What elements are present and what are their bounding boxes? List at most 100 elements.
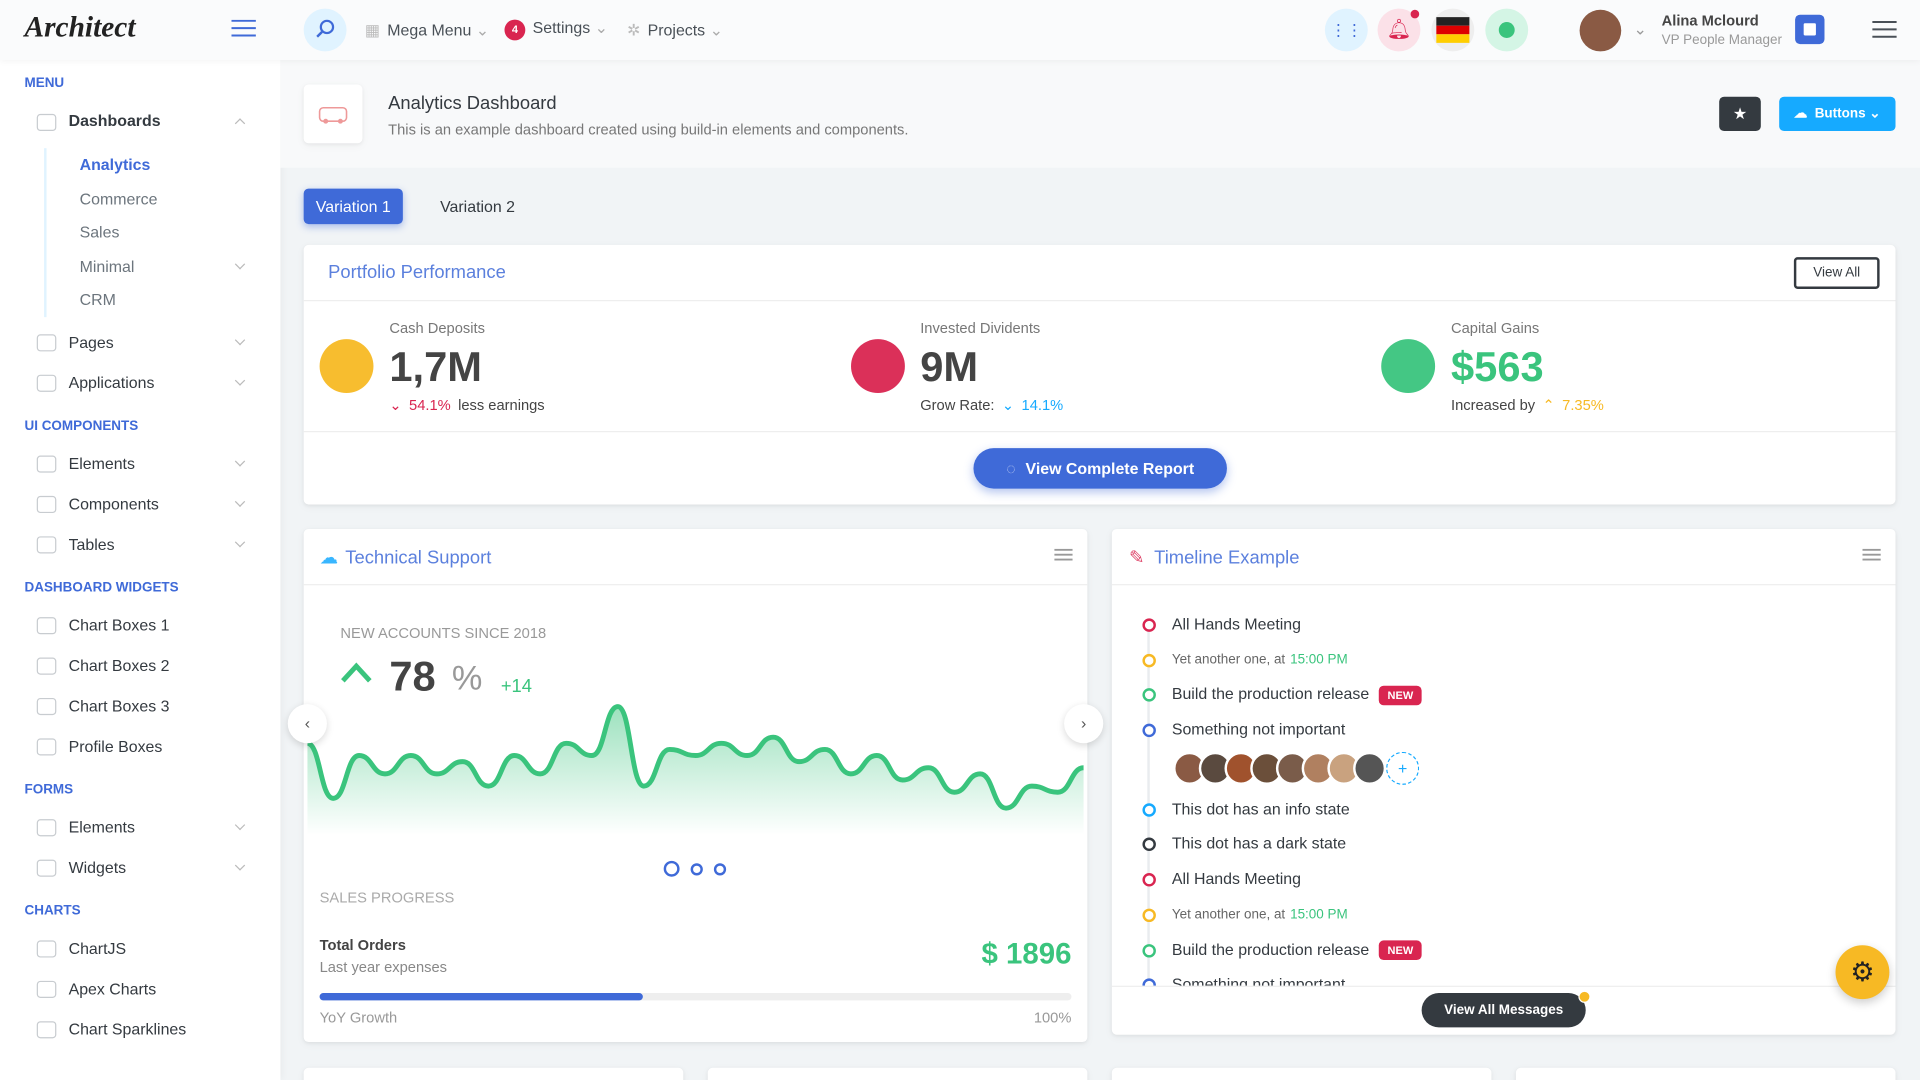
timeline-dot [1142, 838, 1156, 852]
nav-label: Chart Sparklines [68, 1019, 187, 1038]
nav-item[interactable]: Apex Charts [0, 968, 280, 1008]
notifications-button[interactable]: 🔔︎ [1377, 8, 1421, 52]
chevron [234, 375, 246, 386]
accounts-value: 78 [389, 653, 436, 701]
menu-toggle[interactable] [231, 19, 256, 37]
note: Grow Rate: [920, 396, 995, 414]
nav-subitem[interactable]: Sales [0, 216, 280, 250]
portfolio-card: Portfolio Performance View All Cash Depo… [303, 244, 1896, 505]
header-menu[interactable] [1872, 21, 1897, 38]
stat-value: $563 [1451, 344, 1544, 391]
nav-subitem[interactable]: Minimal [0, 249, 280, 283]
timeline-item: Something not important [1112, 713, 1896, 748]
nav-icon [36, 113, 57, 131]
nav-label: Chart Boxes 1 [68, 615, 170, 634]
nav-subitem[interactable]: Commerce [0, 182, 280, 216]
timeline-dot [1142, 873, 1156, 887]
nav-label: Elements [68, 453, 135, 473]
nav-heading: DASHBOARD WIDGETS [24, 579, 179, 595]
nav-item[interactable]: Chart Sparklines [0, 1008, 280, 1048]
carousel-dot[interactable] [690, 863, 703, 876]
timeline-text: All Hands Meeting [1171, 614, 1302, 634]
nav-item[interactable]: Profile Boxes [0, 726, 280, 766]
badge: 4 [504, 19, 526, 41]
nav-item[interactable]: Components [0, 483, 280, 523]
nav-item[interactable]: Tables [0, 523, 280, 563]
note: less earnings [458, 396, 545, 414]
logo[interactable]: Architect [24, 12, 136, 45]
buttons-dropdown[interactable]: ☁ Buttons ⌄ [1779, 96, 1896, 132]
tab[interactable]: Variation 2 [440, 197, 516, 216]
timeline-time: 15:00 PM [1290, 907, 1348, 922]
timeline-text: Yet another one, at [1171, 907, 1286, 922]
header: Architect ▦ Mega Menu ⌄ 4 Settings ⌄ ✲ Proj… [0, 0, 1920, 60]
nav-item[interactable]: Elements [0, 806, 280, 846]
section-title: SALES PROGRESS [319, 888, 455, 907]
tab[interactable]: Variation 1 [303, 188, 403, 225]
timeline-item: All Hands Meeting [1112, 607, 1896, 642]
calendar-button[interactable] [1795, 14, 1825, 45]
card-menu[interactable] [1054, 548, 1073, 564]
page-subtitle: This is an example dashboard created usi… [388, 121, 909, 139]
mega-menu[interactable]: ▦ Mega Menu ⌄ [364, 20, 490, 40]
language-button[interactable] [1431, 8, 1475, 52]
change: 14.1% [1021, 396, 1064, 414]
view-all-button[interactable]: View All [1793, 257, 1880, 289]
nav-item[interactable]: Chart Boxes 2 [0, 645, 280, 685]
stat-icon [850, 339, 905, 394]
nav-icon [36, 617, 57, 635]
nav-heading: MENU [24, 75, 65, 91]
stat-label: Capital Gains [1451, 319, 1540, 337]
nav-item[interactable]: Chart Boxes 3 [0, 685, 280, 725]
title-text: Timeline Example [1154, 547, 1300, 569]
settings-menu[interactable]: 4 Settings ⌄ [504, 18, 608, 41]
nav-item[interactable]: Pages [0, 321, 280, 361]
accounts-delta: +14 [500, 675, 532, 697]
nav-icon [36, 374, 57, 392]
carousel-prev[interactable]: ‹ [287, 704, 327, 744]
card-menu[interactable] [1862, 548, 1881, 564]
button-label: View Complete Report [1025, 459, 1195, 478]
nav-label: Applications [68, 372, 155, 392]
nav-item[interactable]: Elements [0, 443, 280, 483]
nav-label: Apex Charts [68, 978, 157, 998]
activity-button[interactable] [1485, 8, 1529, 52]
nav-icon [36, 455, 57, 473]
avatar [1353, 751, 1387, 785]
carousel-dot[interactable] [663, 860, 680, 877]
favorite-button[interactable]: ★ [1719, 96, 1761, 132]
timeline-dot [1142, 653, 1156, 667]
search-button[interactable] [303, 8, 347, 52]
theme-settings-button[interactable]: ⚙ [1835, 945, 1890, 1000]
user-avatar[interactable] [1579, 9, 1622, 52]
timeline-text: This dot has an info state [1171, 799, 1350, 818]
card-title: Portfolio Performance [328, 262, 506, 283]
view-messages-button[interactable]: View All Messages [1421, 993, 1586, 1028]
user-dropdown[interactable]: ⌄ [1633, 19, 1647, 38]
nav-label: Dashboards [68, 111, 161, 130]
apps-button[interactable]: ⋮⋮ [1324, 8, 1368, 52]
avatar-add[interactable]: + [1386, 751, 1420, 785]
nav-item[interactable]: ChartJS [0, 928, 280, 968]
stat-label: Cash Deposits [389, 319, 485, 337]
nav-item[interactable]: Chart Boxes 1 [0, 604, 280, 644]
report-button[interactable]: ◌ View Complete Report [973, 448, 1227, 489]
carousel-dot[interactable] [713, 863, 727, 876]
chevron [234, 334, 246, 346]
projects-menu[interactable]: ✲ Projects ⌄ [626, 20, 723, 40]
orders-amount: $ 1896 [981, 937, 1072, 972]
nav-subitem[interactable]: CRM [0, 283, 280, 317]
stat-value: 1,7M [389, 344, 482, 391]
carousel-next[interactable]: › [1064, 704, 1104, 744]
nav-item[interactable]: Applications [0, 362, 280, 402]
nav-label: Components [68, 494, 159, 513]
nav-label: Sales [79, 222, 120, 242]
nav-item[interactable]: Widgets [0, 847, 280, 887]
nav-subitem[interactable]: Analytics [0, 148, 280, 182]
nav-item[interactable]: Dashboards [0, 100, 280, 140]
timeline-item: Build the production release NEW [1112, 678, 1896, 713]
nav-icon [36, 334, 57, 352]
timeline-text: All Hands Meeting [1171, 869, 1302, 888]
stat-change: ⌄ 54.1% less earnings [389, 397, 544, 414]
